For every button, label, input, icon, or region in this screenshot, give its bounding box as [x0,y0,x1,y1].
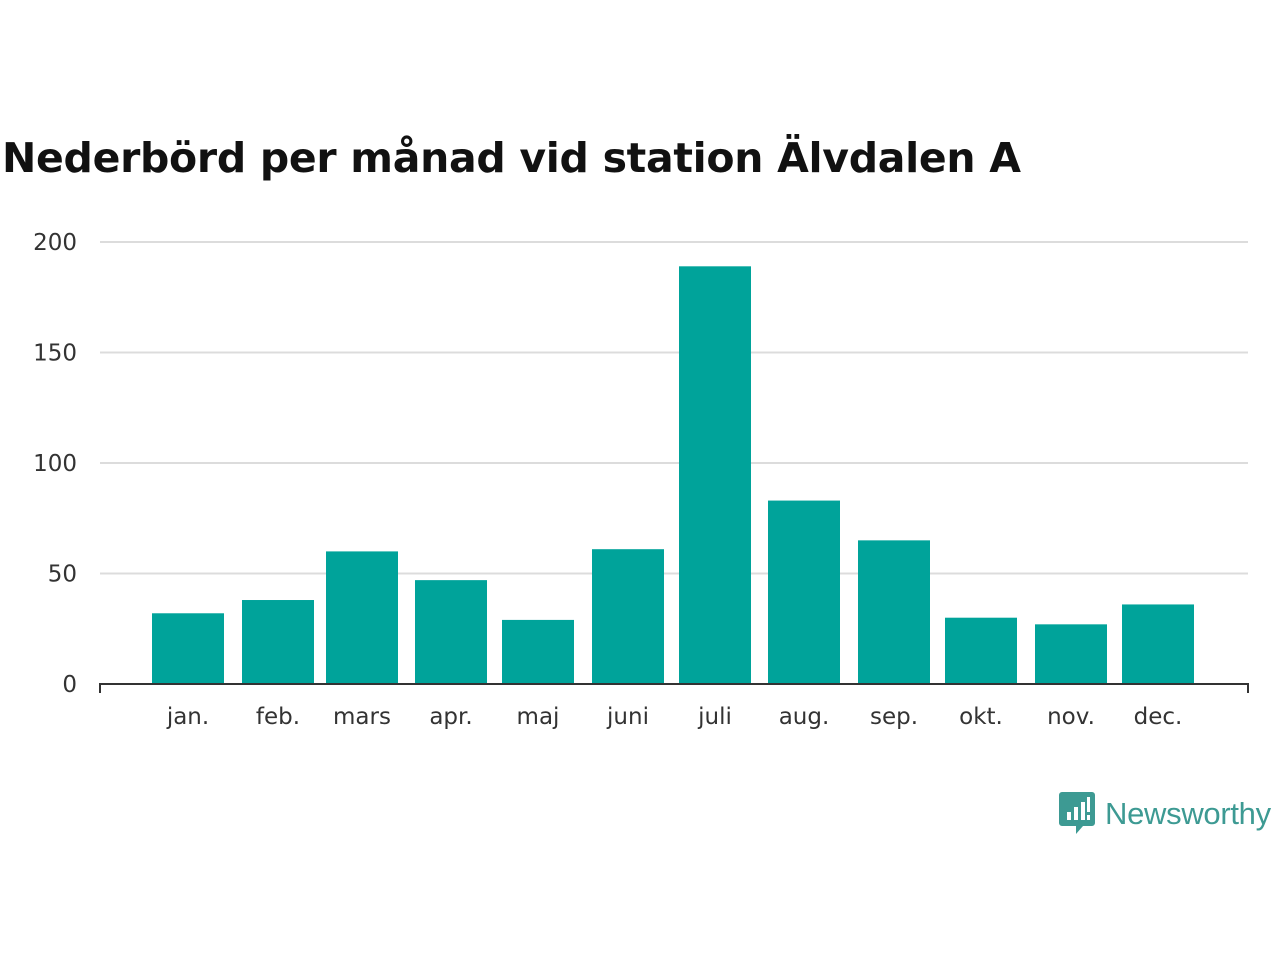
bar-0 [152,613,224,684]
bars [152,266,1194,684]
bar-7 [768,500,840,684]
brand-logo: Newsworthy [1059,792,1271,836]
bar-2 [326,551,398,684]
gridlines [100,241,1248,575]
bar-5 [592,549,664,684]
bar-1 [242,600,314,684]
x-tick-label: apr. [429,704,472,730]
x-tick-label: juni [606,704,649,730]
x-tick-label: sep. [870,704,918,730]
y-tick-label: 100 [33,451,77,477]
chart-title: Nederbörd per månad vid station Älvdalen… [2,134,1021,182]
bar-6 [679,266,751,684]
bar-11 [1122,604,1194,684]
bar-10 [1035,624,1107,684]
x-tick-label: okt. [959,704,1003,730]
x-tick-label: juli [697,704,732,730]
x-tick-label: mars [333,704,391,730]
newsworthy-logo-icon [1059,792,1095,834]
x-tick-label: aug. [779,704,830,730]
bar-3 [415,580,487,684]
x-tick-label: feb. [256,704,300,730]
y-tick-label: 150 [33,341,77,367]
brand-name: Newsworthy [1105,796,1271,831]
x-tick-label: nov. [1047,704,1095,730]
bar-9 [945,617,1017,684]
bar-8 [858,540,930,684]
bar-4 [502,619,574,684]
x-tick-label: dec. [1134,704,1183,730]
y-tick-label: 200 [33,230,77,256]
tick-labels: 0 50 100 150 200 jan. feb. mars apr. maj juni juli a… [33,230,1182,730]
x-tick-label: maj [517,704,560,730]
y-tick-label: 50 [48,562,77,588]
axes [99,683,1249,693]
x-tick-label: jan. [166,704,209,730]
y-tick-label: 0 [62,672,77,698]
